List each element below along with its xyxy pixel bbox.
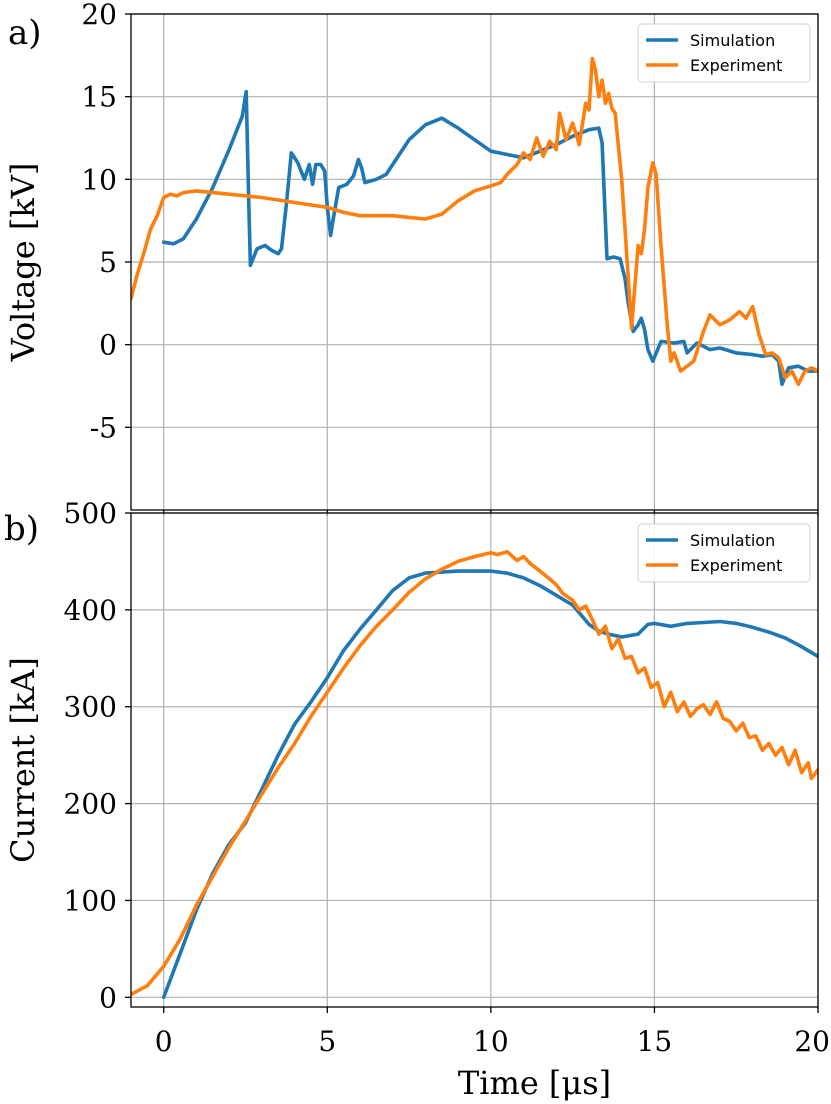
y-axis-title: Voltage [kV] (4, 163, 42, 363)
y-tick-label: 0 (99, 981, 117, 1014)
legend: Simulation Experiment (637, 23, 811, 83)
legend-label-simulation: Simulation (690, 31, 775, 50)
series-line-experiment (131, 56, 818, 387)
x-tick-label: 10 (473, 1025, 509, 1058)
panel-label: b) (4, 509, 39, 549)
x-axis-title: Time [μs] (458, 1064, 611, 1102)
y-tick-label: 400 (64, 594, 117, 627)
series-line-simulation (161, 89, 818, 387)
axes-frame (130, 512, 819, 1008)
legend-label-experiment: Experiment (690, 56, 782, 75)
y-tick-label: 20 (81, 0, 117, 31)
y-tick-label: 0 (99, 329, 117, 362)
y-tick-label: 500 (64, 497, 117, 530)
panel-current: 0 100 200 300 400 500 0 5 10 15 20 Current [kA] Time… (4, 497, 830, 1102)
y-axis-title: Current [kA] (4, 657, 42, 863)
legend-frame (637, 23, 811, 83)
y-tick-label: 300 (64, 691, 117, 724)
y-tick-label: 100 (64, 884, 117, 917)
y-tick-label: 15 (81, 81, 117, 114)
panel-voltage: -5 0 5 10 15 20 Voltage [kV] a) Simulation Experi… (4, 0, 819, 516)
x-tick-label: 20 (794, 1025, 830, 1058)
x-tick-label: 15 (637, 1025, 673, 1058)
y-tick-label: 10 (81, 163, 117, 196)
panel-label: a) (8, 13, 42, 53)
y-tick-label: -5 (90, 411, 117, 444)
series-line-simulation (161, 569, 818, 1000)
legend-frame (637, 523, 811, 583)
y-tick-label: 200 (64, 788, 117, 821)
legend-label-experiment: Experiment (690, 556, 782, 575)
legend-label-simulation: Simulation (690, 531, 775, 550)
series-line-experiment (131, 549, 818, 997)
y-tick-label: 5 (99, 246, 117, 279)
x-tick-label: 5 (318, 1025, 336, 1058)
x-tick-label: 0 (155, 1025, 173, 1058)
legend: Simulation Experiment (637, 523, 811, 583)
